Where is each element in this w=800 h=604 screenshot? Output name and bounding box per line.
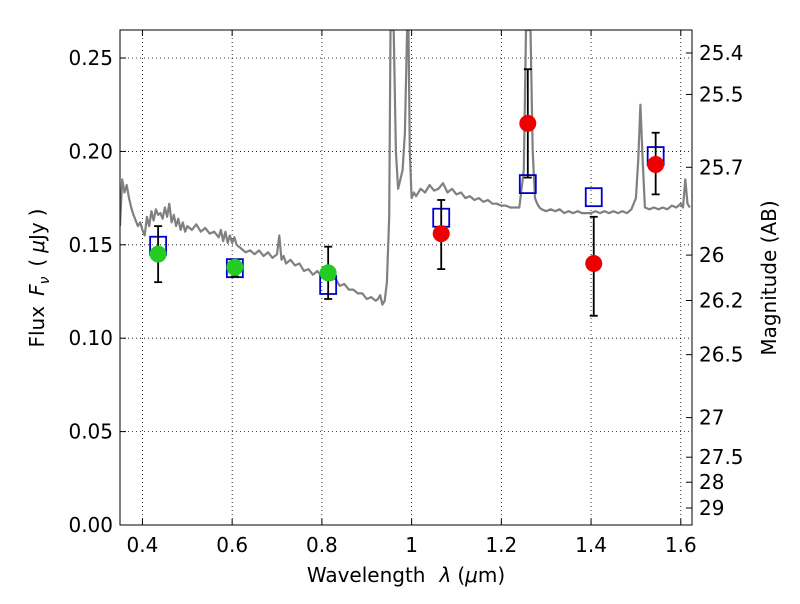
x-tick-label: 0.8 (306, 533, 338, 557)
x-tick-label: 1.4 (575, 533, 607, 557)
observed-flux-point (585, 254, 603, 272)
x-tick-label: 1.2 (485, 533, 517, 557)
x-tick-label: 1 (405, 533, 418, 557)
y-tick-label: 0.00 (68, 513, 113, 537)
observed-flux-point (149, 245, 167, 263)
x-axis-title: Wavelength λ (μm) (307, 563, 505, 587)
y2-tick-label: 28 (699, 470, 724, 494)
observed-flux-point (519, 114, 537, 132)
x-tick-label: 1.6 (665, 533, 697, 557)
plot-area (120, 30, 691, 317)
observed-flux-point (226, 258, 244, 276)
x-tick-label: 0.6 (216, 533, 248, 557)
x-tick-label: 0.4 (127, 533, 159, 557)
y2-tick-label: 25.7 (699, 155, 744, 179)
model-flux-square (584, 187, 603, 208)
y-tick-label: 0.15 (68, 233, 113, 257)
y2-axis-title: Magnitude (AB) (757, 200, 781, 355)
y2-tick-label: 29 (699, 496, 724, 520)
y2-tick-label: 26.2 (699, 288, 744, 312)
model-spectrum-line (120, 30, 691, 306)
plot-frame (119, 29, 693, 526)
y2-tick-label: 27.5 (699, 445, 744, 469)
y-tick-label: 0.10 (68, 326, 113, 350)
y2-tick-label: 25.5 (699, 82, 744, 106)
observed-flux-point (432, 225, 450, 243)
y2-tick-label: 26.5 (699, 343, 744, 367)
observed-flux-point (319, 264, 337, 282)
y-tick-label: 0.20 (68, 139, 113, 163)
y-tick-label: 0.25 (68, 46, 113, 70)
y-axis-title: FluxFν(μJy) (25, 208, 53, 347)
y2-tick-label: 25.4 (699, 41, 744, 65)
y-tick-label: 0.05 (68, 420, 113, 444)
observed-flux-point (647, 155, 665, 173)
y2-tick-label: 27 (699, 406, 724, 430)
ticks: 0.4 0.6 0.8 1 1.2 1.4 1.6 0.00 0.05 0.10 0.15 0.20 0… (68, 30, 744, 557)
y2-tick-label: 26 (699, 243, 724, 267)
